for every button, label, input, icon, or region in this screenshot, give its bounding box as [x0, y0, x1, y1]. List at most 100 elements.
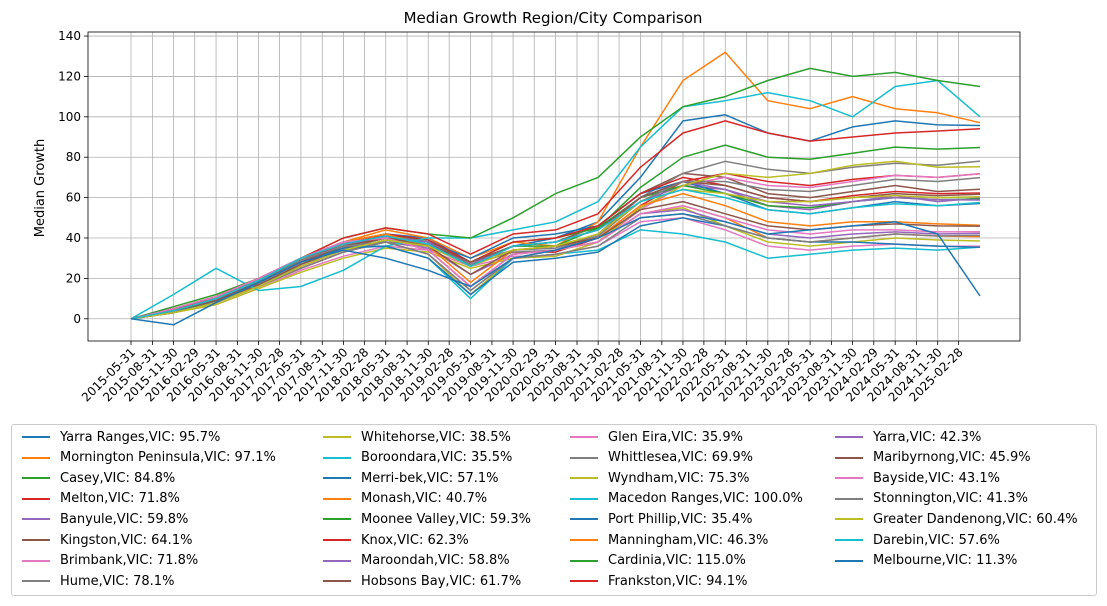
legend-label: Mornington Peninsula,VIC: 97.1%	[60, 450, 276, 466]
legend-item: Moonee Valley,VIC: 59.3%	[323, 509, 531, 529]
legend-label: Monash,VIC: 40.7%	[361, 491, 488, 507]
legend-swatch	[570, 559, 598, 562]
legend-item: Bayside,VIC: 43.1%	[835, 468, 1000, 488]
legend-swatch	[22, 477, 50, 480]
legend-label: Kingston,VIC: 64.1%	[60, 532, 193, 548]
legend-swatch	[570, 518, 598, 521]
legend-swatch	[570, 497, 598, 500]
legend-swatch	[323, 497, 351, 500]
legend-item: Banyule,VIC: 59.8%	[22, 509, 188, 529]
legend-label: Maribyrnong,VIC: 45.9%	[873, 450, 1031, 466]
legend-label: Merri-bek,VIC: 57.1%	[361, 470, 499, 486]
legend-swatch	[570, 539, 598, 541]
legend-item: Stonnington,VIC: 41.3%	[835, 489, 1028, 509]
legend-label: Hume,VIC: 78.1%	[60, 573, 175, 589]
legend-item: Knox,VIC: 62.3%	[323, 530, 469, 550]
legend-label: Wyndham,VIC: 75.3%	[608, 470, 750, 486]
legend-item: Yarra,VIC: 42.3%	[835, 427, 981, 447]
grid	[88, 32, 1020, 341]
legend-swatch	[323, 456, 351, 459]
legend-item: Macedon Ranges,VIC: 100.0%	[570, 489, 803, 509]
legend-swatch	[570, 477, 598, 480]
legend-label: Moonee Valley,VIC: 59.3%	[361, 511, 532, 527]
legend-item: Greater Dandenong,VIC: 60.4%	[835, 509, 1078, 529]
legend-item: Glen Eira,VIC: 35.9%	[570, 427, 743, 447]
legend-label: Stonnington,VIC: 41.3%	[873, 491, 1028, 507]
legend-swatch	[22, 497, 50, 500]
legend-item: Frankston,VIC: 94.1%	[570, 571, 747, 591]
legend-label: Hobsons Bay,VIC: 61.7%	[361, 573, 522, 589]
legend-label: Macedon Ranges,VIC: 100.0%	[608, 491, 803, 507]
legend-label: Bayside,VIC: 43.1%	[873, 470, 1000, 486]
legend-item: Mornington Peninsula,VIC: 97.1%	[22, 448, 276, 468]
legend-item: Kingston,VIC: 64.1%	[22, 530, 192, 550]
legend-label: Frankston,VIC: 94.1%	[608, 573, 748, 589]
legend-item: Whitehorse,VIC: 38.5%	[323, 427, 511, 447]
legend-item: Port Phillip,VIC: 35.4%	[570, 509, 752, 529]
legend-item: Yarra Ranges,VIC: 95.7%	[22, 427, 220, 447]
legend-swatch	[570, 456, 598, 459]
legend-item: Boroondara,VIC: 35.5%	[323, 448, 512, 468]
legend-label: Brimbank,VIC: 71.8%	[60, 553, 199, 569]
legend-swatch	[835, 436, 863, 438]
y-tick-label: 140	[58, 29, 81, 43]
legend-swatch	[835, 456, 863, 459]
legend-item: Melton,VIC: 71.8%	[22, 489, 180, 509]
y-axis-label: Median Growth	[33, 139, 48, 237]
legend-item: Merri-bek,VIC: 57.1%	[323, 468, 499, 488]
legend-item: Darebin,VIC: 57.6%	[835, 530, 1000, 550]
legend-label: Melton,VIC: 71.8%	[60, 491, 180, 507]
legend-item: Hobsons Bay,VIC: 61.7%	[323, 571, 521, 591]
legend-item: Melbourne,VIC: 11.3%	[835, 551, 1017, 571]
legend-label: Port Phillip,VIC: 35.4%	[608, 511, 753, 527]
legend-swatch	[835, 559, 863, 562]
legend-swatch	[323, 436, 351, 438]
line-chart: Median Growth Region/City Comparison Med…	[33, 9, 1021, 404]
legend-swatch	[835, 518, 863, 521]
y-tick-label: 60	[66, 191, 81, 205]
legend-swatch	[835, 539, 863, 541]
legend-swatch	[835, 477, 863, 480]
legend-label: Yarra,VIC: 42.3%	[873, 429, 982, 445]
legend-label: Greater Dandenong,VIC: 60.4%	[873, 511, 1078, 527]
legend: Yarra Ranges,VIC: 95.7% Mornington Penins…	[11, 424, 1097, 596]
legend-label: Casey,VIC: 84.8%	[60, 470, 176, 486]
legend-label: Glen Eira,VIC: 35.9%	[608, 429, 743, 445]
legend-item: Brimbank,VIC: 71.8%	[22, 551, 198, 571]
legend-swatch	[22, 436, 50, 438]
series-line	[130, 188, 981, 320]
series-lines	[130, 51, 981, 326]
legend-item: Manningham,VIC: 46.3%	[570, 530, 768, 550]
legend-swatch	[323, 580, 351, 583]
chart-title: Median Growth Region/City Comparison	[404, 9, 703, 27]
legend-item: Casey,VIC: 84.8%	[22, 468, 175, 488]
legend-swatch	[323, 518, 351, 521]
plot-frame	[87, 31, 1021, 342]
legend-swatch	[22, 559, 50, 562]
legend-item: Wyndham,VIC: 75.3%	[570, 468, 749, 488]
legend-label: Cardinia,VIC: 115.0%	[608, 553, 746, 569]
legend-item: Hume,VIC: 78.1%	[22, 571, 174, 591]
legend-label: Boroondara,VIC: 35.5%	[361, 450, 513, 466]
legend-swatch	[835, 497, 863, 500]
legend-label: Darebin,VIC: 57.6%	[873, 532, 1000, 548]
y-tick-label: 120	[58, 69, 81, 83]
y-tick-label: 100	[58, 110, 81, 124]
legend-label: Manningham,VIC: 46.3%	[608, 532, 769, 548]
series-line	[130, 160, 981, 320]
y-tick-label: 20	[66, 271, 81, 285]
legend-item: Maribyrnong,VIC: 45.9%	[835, 448, 1031, 468]
y-tick-label: 0	[73, 312, 81, 326]
legend-swatch	[22, 518, 50, 521]
legend-label: Banyule,VIC: 59.8%	[60, 511, 189, 527]
legend-swatch	[22, 456, 50, 459]
legend-item: Whittlesea,VIC: 69.9%	[570, 448, 753, 468]
legend-label: Yarra Ranges,VIC: 95.7%	[60, 429, 221, 445]
legend-item: Monash,VIC: 40.7%	[323, 489, 487, 509]
legend-swatch	[570, 580, 598, 583]
legend-item: Cardinia,VIC: 115.0%	[570, 551, 746, 571]
legend-label: Melbourne,VIC: 11.3%	[873, 553, 1018, 569]
series-line	[130, 188, 981, 320]
legend-label: Whittlesea,VIC: 69.9%	[608, 450, 753, 466]
legend-label: Whitehorse,VIC: 38.5%	[361, 429, 511, 445]
